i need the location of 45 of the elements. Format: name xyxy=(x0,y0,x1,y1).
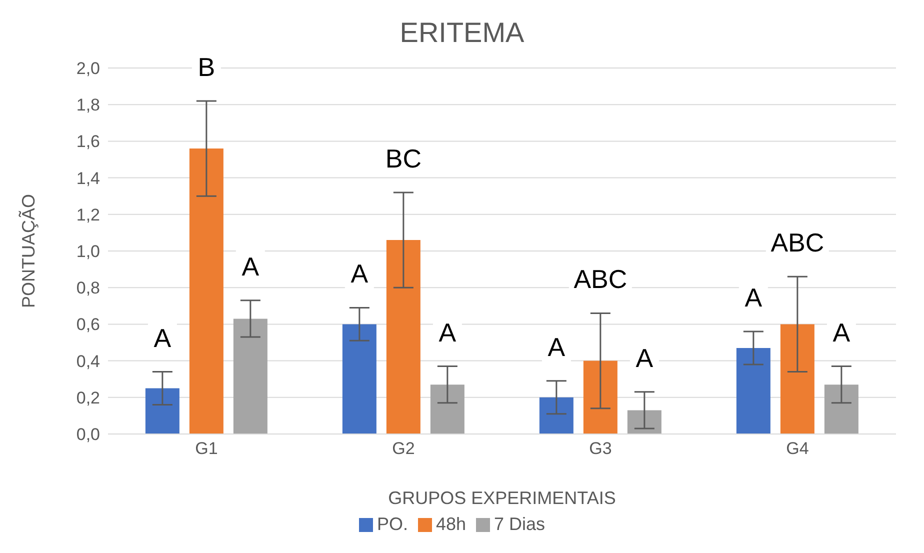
x-axis-title: GRUPOS EXPERIMENTAIS xyxy=(388,488,616,508)
bar xyxy=(583,360,618,434)
annotation: A xyxy=(636,342,654,373)
y-tick-label: 1,6 xyxy=(76,132,100,152)
annotation: A xyxy=(438,317,457,348)
annotation: BC xyxy=(385,143,422,174)
y-tick-label: 0,8 xyxy=(76,278,100,298)
chart-title: ERITEMA xyxy=(400,17,524,48)
bar xyxy=(233,318,268,434)
y-tick-label: 0,6 xyxy=(76,315,100,334)
annotation: A xyxy=(548,332,566,362)
bar xyxy=(342,324,376,434)
bar xyxy=(824,384,858,434)
annotation: A xyxy=(154,322,172,353)
annotation: ABC xyxy=(574,264,628,294)
annotation: A xyxy=(350,258,369,289)
bar xyxy=(386,240,420,434)
x-tick-label: G2 xyxy=(392,439,415,458)
legend-label: 7 Dias xyxy=(494,514,546,534)
y-tick-label: 1,0 xyxy=(76,242,100,262)
x-tick-label: G3 xyxy=(589,439,612,458)
bar xyxy=(539,397,574,434)
y-tick-label: 0,2 xyxy=(76,388,100,408)
annotation: A xyxy=(744,282,763,313)
y-tick-label: 0,4 xyxy=(76,352,100,371)
annotation: A xyxy=(242,251,260,282)
bar xyxy=(736,348,770,434)
legend-label: 48h xyxy=(436,514,466,534)
bar xyxy=(430,384,464,434)
y-axis-title: PONTUAÇÃO xyxy=(18,194,38,308)
legend-label: PO. xyxy=(376,514,408,534)
annotation: A xyxy=(832,317,851,348)
annotation: B xyxy=(198,52,216,82)
bar xyxy=(145,388,180,434)
bar xyxy=(627,410,662,434)
y-tick-label: 2,0 xyxy=(76,59,100,78)
annotation: ABC xyxy=(770,228,824,258)
y-tick-label: 1,4 xyxy=(76,168,100,188)
y-tick-label: 1,2 xyxy=(76,205,100,224)
y-tick-label: 1,8 xyxy=(76,96,100,115)
x-tick-label: G4 xyxy=(786,439,809,458)
bar xyxy=(189,148,224,434)
y-tick-label: 0,0 xyxy=(76,425,100,444)
bar xyxy=(780,324,814,434)
x-tick-label: G1 xyxy=(195,439,218,458)
